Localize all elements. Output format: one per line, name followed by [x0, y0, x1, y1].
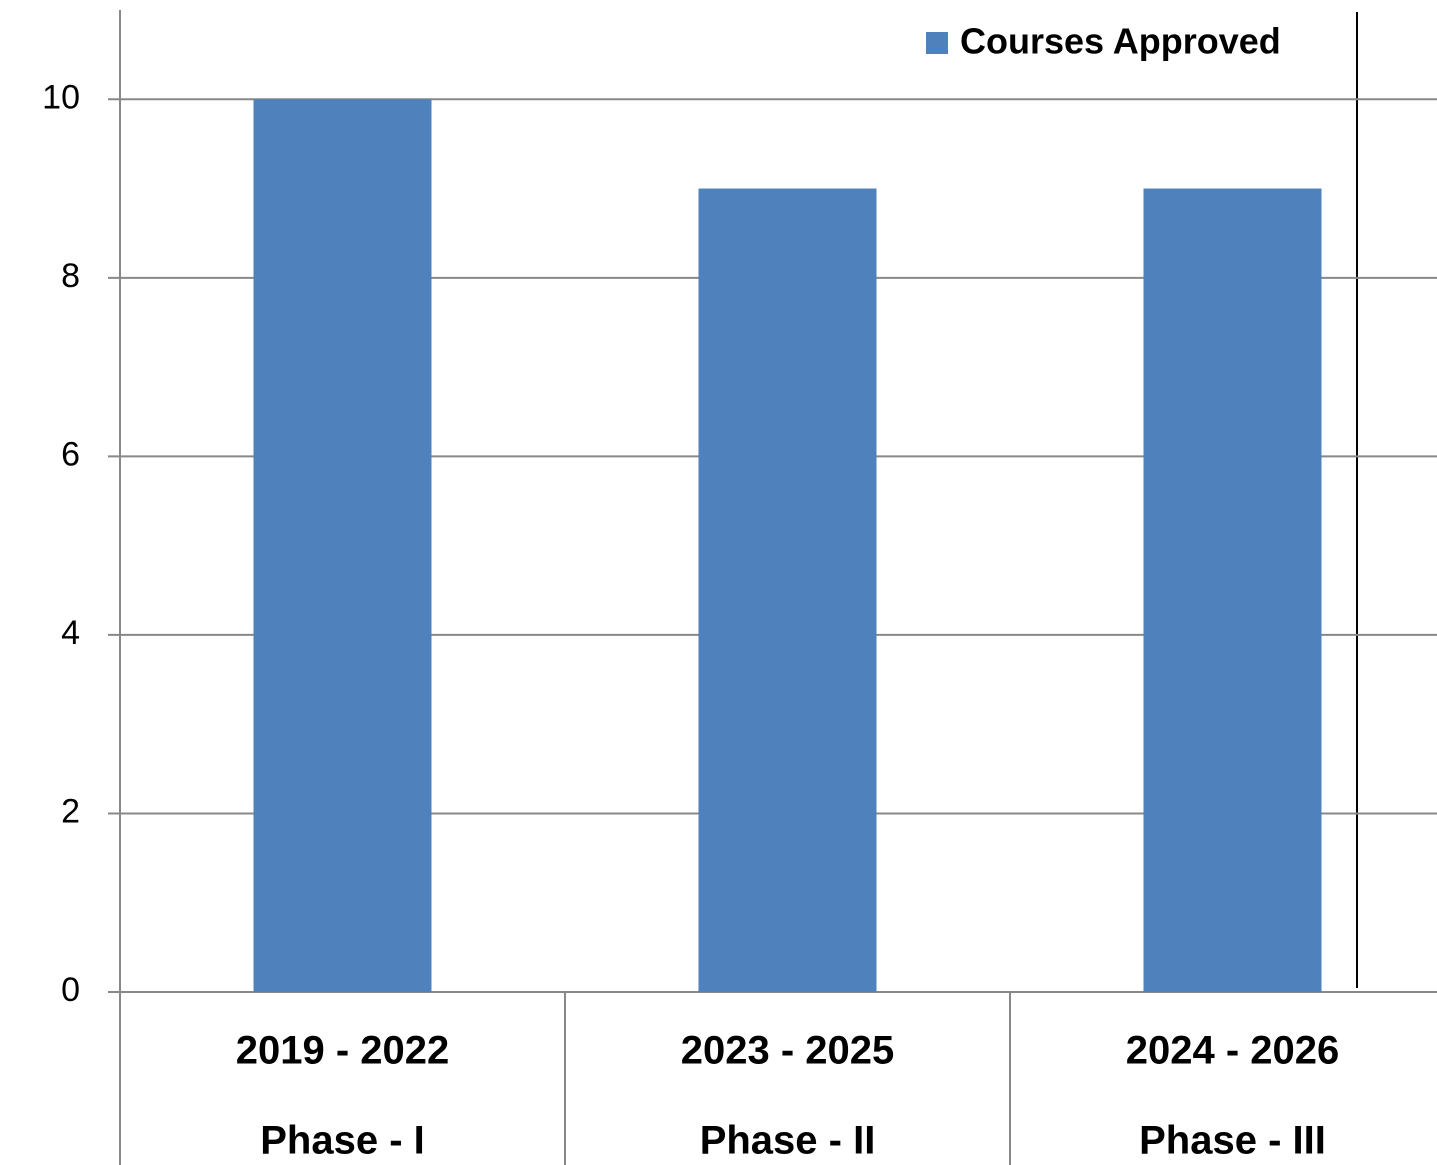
y-tick-label: 0 [61, 971, 80, 1009]
x-tick-label: 2019 - 2022 [236, 1029, 450, 1073]
y-tick-label: 10 [42, 78, 80, 116]
x-tick-label: Phase - III [1139, 1119, 1326, 1163]
y-tick-label: 8 [61, 257, 80, 295]
legend-label: Courses Approved [960, 21, 1281, 62]
y-tick-label: 4 [61, 614, 80, 652]
x-tick-label: 2024 - 2026 [1126, 1029, 1340, 1073]
bar [698, 188, 877, 992]
y-tick-label: 2 [61, 792, 80, 830]
x-tick-label: Phase - I [260, 1119, 425, 1163]
x-tick-label: Phase - II [700, 1119, 876, 1163]
legend-swatch [926, 32, 948, 54]
y-tick-label: 6 [61, 435, 80, 473]
bar [253, 99, 432, 993]
bar [1143, 188, 1322, 992]
x-tick-label: 2023 - 2025 [681, 1029, 895, 1073]
